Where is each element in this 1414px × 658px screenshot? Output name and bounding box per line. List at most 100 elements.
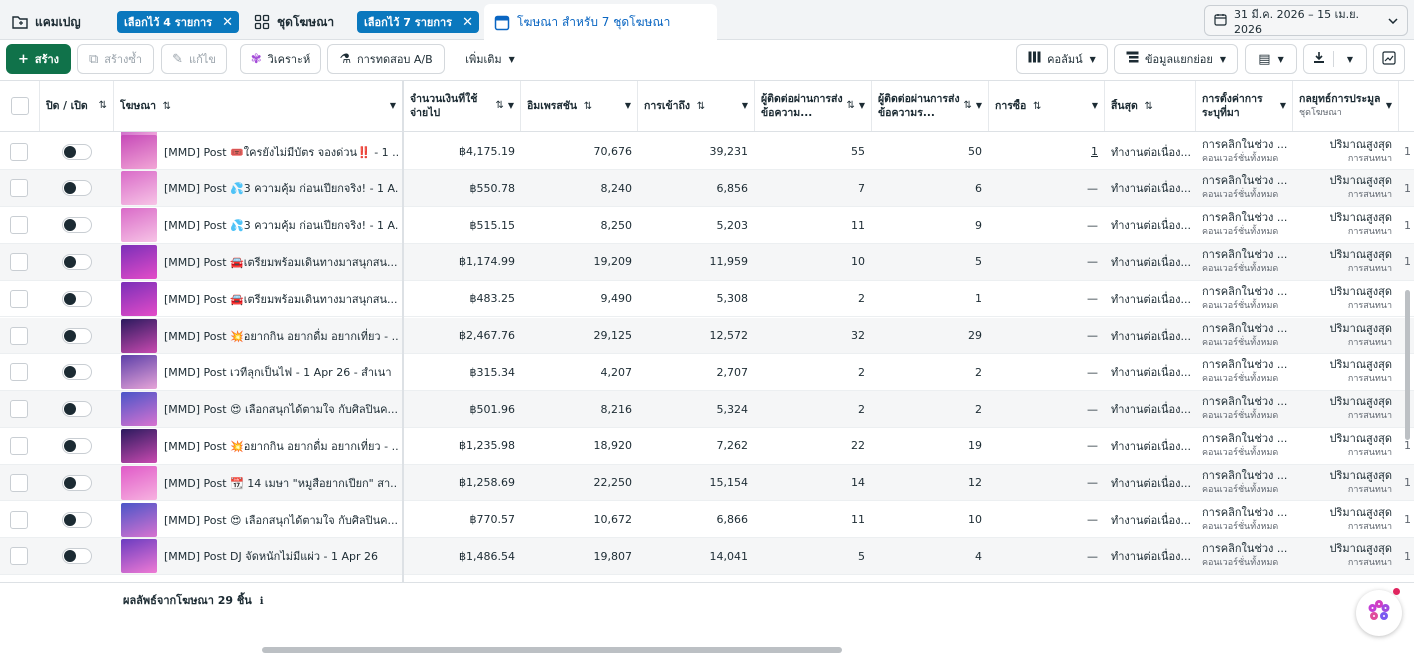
select-all-checkbox[interactable]: [10, 97, 29, 115]
caret-down-icon[interactable]: ▼: [1385, 101, 1392, 110]
table-row[interactable]: [MMD] Post 🎟️ใครยังไม่มีบัตร จองด่วน‼️ -…: [0, 134, 1414, 171]
ad-name[interactable]: [MMD] Post 💦3 ความคุ้ม ก่อนเปียกจริง! - …: [164, 182, 398, 196]
row-checkbox[interactable]: [10, 142, 28, 161]
ad-status-toggle[interactable]: [62, 143, 92, 160]
ad-status-toggle[interactable]: [62, 548, 92, 565]
row-checkbox[interactable]: [10, 252, 28, 271]
table-row[interactable]: [MMD] Post DJ จัดหนักไม่มีแผ่ว - 1 Apr 2…: [0, 538, 1414, 576]
row-checkbox[interactable]: [10, 400, 28, 419]
close-icon[interactable]: ✕: [462, 14, 473, 30]
column-header-ad[interactable]: โฆษณา ⇅ ▼: [114, 81, 403, 131]
ad-name[interactable]: [MMD] Post 😍 เลือกสนุกได้ตามใจ กับศิลปิน…: [164, 513, 398, 527]
tab-adsets[interactable]: ชุดโฆษณา: [254, 4, 334, 40]
adsets-selected-chip[interactable]: เลือกไว้ 7 รายการ ✕: [357, 11, 479, 33]
sort-icon[interactable]: ⇅: [495, 100, 504, 111]
column-header-reach[interactable]: การเข้าถึง ⇅ ▼: [638, 81, 755, 131]
row-checkbox[interactable]: [10, 363, 28, 382]
table-row[interactable]: [MMD] Post 🚘เตรียมพร้อมเดินทางมาสนุกสน..…: [0, 281, 1414, 318]
horizontal-scrollbar[interactable]: [262, 647, 842, 653]
tab-campaigns[interactable]: แคมเปญ: [12, 4, 81, 40]
ad-thumbnail[interactable]: [121, 318, 157, 353]
table-row[interactable]: [MMD] Post 💥อยากกิน อยากดื่ม อยากเที่ยว …: [0, 317, 1414, 355]
column-header-impressions[interactable]: อิมเพรสชัน ⇅ ▼: [521, 81, 638, 131]
sort-icon[interactable]: ⇅: [162, 100, 172, 112]
ad-status-toggle[interactable]: [62, 180, 92, 197]
ad-status-toggle[interactable]: [62, 437, 92, 454]
table-row[interactable]: [MMD] Post 😍 เลือกสนุกได้ตามใจ กับศิลปิน…: [0, 391, 1414, 428]
more-dropdown[interactable]: เพิ่มเติม ▼: [452, 44, 528, 74]
ad-status-toggle[interactable]: [62, 290, 92, 307]
ad-name[interactable]: [MMD] Post DJ จัดหนักไม่มีแผ่ว - 1 Apr 2…: [164, 550, 379, 564]
close-icon[interactable]: ✕: [222, 14, 233, 30]
ad-name[interactable]: [MMD] Post 💦3 ความคุ้ม ก่อนเปียกจริง! - …: [164, 219, 398, 233]
ad-thumbnail[interactable]: [121, 539, 157, 574]
caret-down-icon[interactable]: ▼: [1279, 101, 1286, 110]
column-header-ends[interactable]: สิ้นสุด ⇅: [1105, 81, 1196, 131]
campaigns-selected-chip[interactable]: เลือกไว้ 4 รายการ ✕: [117, 11, 239, 33]
ad-thumbnail[interactable]: [121, 465, 157, 500]
ad-thumbnail[interactable]: [121, 428, 157, 463]
row-checkbox[interactable]: [10, 216, 28, 235]
info-icon[interactable]: ℹ: [259, 596, 264, 607]
caret-down-icon[interactable]: ▼: [389, 101, 396, 110]
ab-test-button[interactable]: ⚗ การทดสอบ A/B: [327, 44, 445, 74]
column-header-conversations-1[interactable]: ผู้ติดต่อผ่านการส่งข้อความ... ⇅ ▼: [755, 81, 872, 131]
row-checkbox[interactable]: [10, 436, 28, 455]
sort-icon[interactable]: ⇅: [98, 100, 107, 111]
date-range-picker[interactable]: 31 มี.ค. 2026 – 15 เม.ย. 2026: [1204, 5, 1408, 36]
ad-status-toggle[interactable]: [62, 364, 92, 381]
column-header-attribution[interactable]: การตั้งค่าการระบุที่มา ▼: [1196, 81, 1293, 131]
duplicate-button[interactable]: ⧉ สร้างซ้ำ: [77, 44, 154, 74]
table-row[interactable]: [MMD] Post เวทีลุกเป็นไฟ - 1 Apr 26 - สำ…: [0, 354, 1414, 392]
ad-status-toggle[interactable]: [62, 253, 92, 270]
caret-down-icon[interactable]: ▼: [1091, 101, 1098, 110]
ad-thumbnail[interactable]: [121, 392, 157, 427]
sort-icon[interactable]: ⇅: [963, 100, 972, 111]
row-checkbox[interactable]: [10, 289, 28, 308]
sort-icon[interactable]: ⇅: [1144, 100, 1153, 112]
create-button[interactable]: + สร้าง: [6, 44, 71, 74]
ad-thumbnail[interactable]: [121, 208, 157, 243]
ad-status-toggle[interactable]: [62, 217, 92, 234]
ad-name[interactable]: [MMD] Post 🎟️ใครยังไม่มีบัตร จองด่วน‼️ -…: [164, 145, 398, 159]
sort-icon[interactable]: ⇅: [846, 100, 855, 111]
ad-thumbnail[interactable]: [121, 171, 157, 206]
ad-name[interactable]: [MMD] Post 🚘เตรียมพร้อมเดินทางมาสนุกสน..…: [164, 292, 398, 306]
ad-status-toggle[interactable]: [62, 401, 92, 418]
ad-thumbnail[interactable]: [121, 502, 157, 537]
row-checkbox[interactable]: [10, 179, 28, 198]
table-row[interactable]: [MMD] Post 💥อยากกิน อยากดื่ม อยากเที่ยว …: [0, 428, 1414, 465]
sort-icon[interactable]: ⇅: [1032, 100, 1042, 112]
table-row[interactable]: [MMD] Post 😍 เลือกสนุกได้ตามใจ กับศิลปิน…: [0, 502, 1414, 539]
sort-icon[interactable]: ⇅: [696, 100, 706, 112]
row-checkbox[interactable]: [10, 510, 28, 529]
column-header-bid-strategy[interactable]: กลยุทธ์การประมูล ชุดโฆษณา ▼: [1293, 81, 1399, 131]
ad-status-toggle[interactable]: [62, 511, 92, 528]
ad-thumbnail[interactable]: [121, 134, 157, 169]
analyze-button[interactable]: ✾ วิเคราะห์: [240, 44, 321, 74]
ad-thumbnail[interactable]: [121, 355, 157, 390]
breakdown-dropdown[interactable]: ข้อมูลแยกย่อย ▼: [1114, 44, 1238, 74]
sort-icon[interactable]: ⇅: [583, 100, 593, 112]
caret-down-icon[interactable]: ▼: [1346, 54, 1354, 64]
view-charts-button[interactable]: [1373, 44, 1405, 74]
ai-assistant-button[interactable]: [1356, 588, 1402, 636]
table-row[interactable]: [MMD] Post 📆 14 เมษา "หมูสือยากเปียก" สา…: [0, 464, 1414, 502]
ad-status-toggle[interactable]: [62, 474, 92, 491]
ad-status-toggle[interactable]: [62, 327, 92, 344]
ad-name[interactable]: [MMD] Post เวทีลุกเป็นไฟ - 1 Apr 26 - สำ…: [164, 366, 392, 380]
ad-name[interactable]: [MMD] Post 😍 เลือกสนุกได้ตามใจ กับศิลปิน…: [164, 403, 398, 417]
reports-dropdown[interactable]: ▤ ▼: [1245, 44, 1297, 74]
table-row[interactable]: [MMD] Post 💦3 ความคุ้ม ก่อนเปียกจริง! - …: [0, 207, 1414, 244]
caret-down-icon[interactable]: ▼: [741, 101, 748, 110]
ad-name[interactable]: [MMD] Post 💥อยากกิน อยากดื่ม อยากเที่ยว …: [164, 329, 398, 343]
ad-thumbnail[interactable]: [121, 244, 157, 279]
row-checkbox[interactable]: [10, 473, 28, 492]
column-header-toggle[interactable]: ปิด / เปิด ⇅: [40, 81, 114, 131]
table-row[interactable]: [MMD] Post 💦3 ความคุ้ม ก่อนเปียกจริง! - …: [0, 170, 1414, 208]
columns-dropdown[interactable]: คอลัมน์ ▼: [1016, 44, 1108, 74]
caret-down-icon[interactable]: ▼: [975, 101, 982, 110]
column-header-conversations-2[interactable]: ผู้ติดต่อผ่านการส่งข้อความร... ⇅ ▼: [872, 81, 989, 131]
caret-down-icon[interactable]: ▼: [624, 101, 631, 110]
column-header-spend[interactable]: จำนวนเงินที่ใช้จ่ายไป ⇅ ▼: [404, 81, 521, 131]
